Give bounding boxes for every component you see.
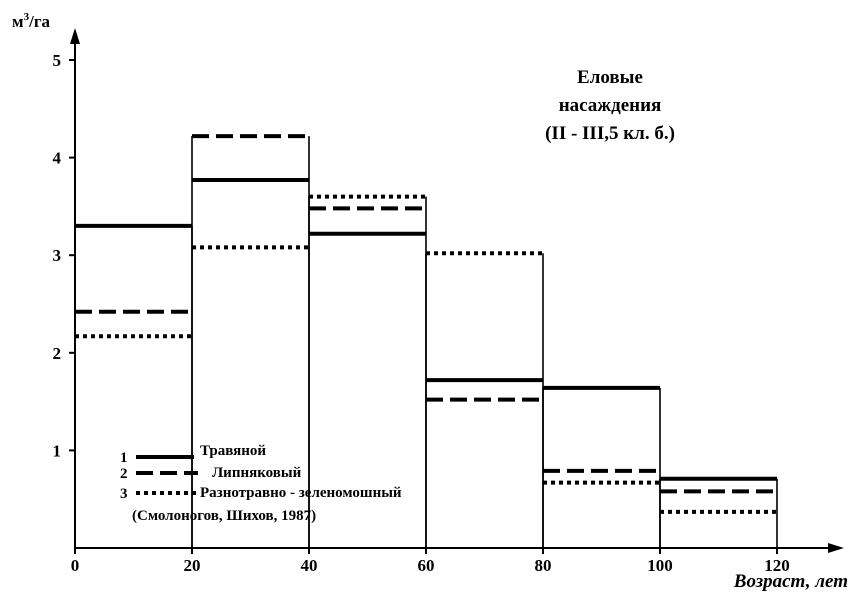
x-tick-label-20: 20 bbox=[184, 556, 201, 575]
y-axis-label: м3/га bbox=[12, 11, 51, 31]
legend: 1 Травяной 2 Липняковый 3 Разнотравно - … bbox=[120, 443, 402, 524]
x-axis-label: Возраст, лет bbox=[733, 571, 848, 592]
legend-label-2: Липняковый bbox=[212, 465, 302, 481]
title-line-1: Еловые bbox=[577, 67, 643, 88]
x-tick-label-40: 40 bbox=[301, 556, 318, 575]
x-tick-label-120: 120 bbox=[764, 556, 790, 575]
series-lines bbox=[75, 134, 777, 514]
legend-number-3: 3 bbox=[120, 486, 128, 502]
legend-label-3: Разнотравно - зеленомошный bbox=[200, 485, 402, 501]
x-tick-label-0: 0 bbox=[71, 556, 80, 575]
x-tick-label-60: 60 bbox=[418, 556, 435, 575]
x-axis-arrow bbox=[828, 543, 844, 553]
title-line-2: насаждения bbox=[559, 95, 662, 116]
y-tick-label-3: 3 bbox=[53, 246, 62, 265]
title-line-3: (II - III,5 кл. б.) bbox=[545, 123, 675, 144]
legend-number-1: 1 bbox=[120, 450, 128, 466]
axes bbox=[70, 28, 844, 553]
legend-label-1: Травяной bbox=[200, 443, 266, 459]
y-tick-label-2: 2 bbox=[53, 344, 62, 363]
legend-source: (Смолоногов, Шихов, 1987) bbox=[132, 508, 316, 524]
chart-title: Еловые насаждения (II - III,5 кл. б.) bbox=[545, 67, 675, 144]
y-tick-label-4: 4 bbox=[53, 149, 62, 168]
y-tick-label-5: 5 bbox=[53, 51, 62, 70]
y-tick-label-1: 1 bbox=[53, 441, 62, 460]
x-tick-label-100: 100 bbox=[647, 556, 673, 575]
bin-outlines bbox=[74, 136, 778, 548]
legend-number-2: 2 bbox=[120, 466, 128, 482]
x-tick-label-80: 80 bbox=[535, 556, 552, 575]
y-axis-arrow bbox=[70, 28, 80, 44]
